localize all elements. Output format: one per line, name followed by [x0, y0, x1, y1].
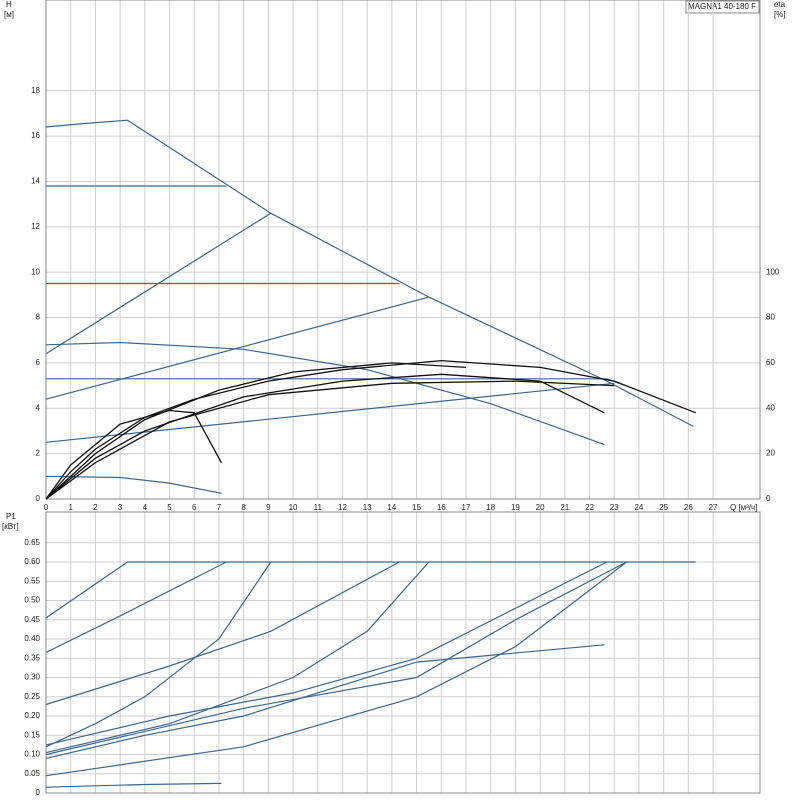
x-tick-label: 18: [486, 503, 495, 512]
y-tick-label: 0.30: [24, 673, 40, 682]
y-unit: [кВт]: [2, 522, 19, 531]
y-tick-label: 0.10: [24, 750, 40, 759]
x-tick-label: 23: [610, 503, 619, 512]
curve: [45, 409, 222, 500]
curve: [45, 561, 272, 748]
x-tick-label: 0: [44, 503, 49, 512]
x-tick-label: 8: [241, 503, 246, 512]
curve: [45, 644, 605, 759]
plot-frame: [45, 0, 761, 500]
x-tick-label: 21: [560, 503, 569, 512]
x-tick-label: 26: [684, 503, 693, 512]
curve: [45, 296, 430, 400]
chart-title: MAGNA1 40-180 F: [688, 2, 756, 11]
plot-frame: [45, 511, 761, 794]
y-tick-label: 10: [31, 267, 40, 276]
x-tick-label: 1: [68, 503, 73, 512]
curve: [45, 561, 627, 777]
curve: [45, 373, 605, 500]
x-tick-label: 11: [314, 503, 323, 512]
x-tick-label: 4: [143, 503, 148, 512]
y-tick-label: 2: [36, 449, 41, 458]
x-tick-label: 5: [167, 503, 172, 512]
y2-tick-label: 60: [766, 358, 775, 367]
curve: [45, 561, 696, 619]
y2-label: eta: [774, 0, 786, 9]
y-tick-label: 0: [36, 788, 41, 797]
y-tick-label: 12: [31, 222, 40, 231]
x-tick-label: 27: [709, 503, 718, 512]
y-tick-label: 16: [31, 131, 40, 140]
y2-tick-label: 40: [766, 403, 775, 412]
y-tick-label: 6: [36, 358, 41, 367]
curve: [45, 561, 608, 746]
curve: [45, 782, 222, 788]
x-tick-label: 3: [118, 503, 123, 512]
curve: [45, 119, 694, 427]
x-tick-label: 2: [93, 503, 98, 512]
curve: [45, 382, 615, 443]
x-tick-label: 14: [387, 503, 396, 512]
y2-tick-label: 100: [766, 267, 780, 276]
x-label: Q [м³/ч]: [730, 503, 757, 512]
curve: [45, 341, 605, 446]
y-tick-label: 0: [36, 494, 41, 503]
curve: [45, 359, 697, 500]
x-tick-label: 9: [266, 503, 271, 512]
y-tick-label: 0.55: [24, 576, 40, 585]
y-tick-label: 0.65: [24, 538, 40, 547]
y-tick-label: 0.20: [24, 711, 40, 720]
x-tick-label: 12: [338, 503, 347, 512]
curve: [45, 362, 467, 500]
curve: [45, 475, 222, 494]
curve: [45, 561, 227, 654]
x-tick-label: 19: [511, 503, 520, 512]
y2-tick-label: 80: [766, 313, 775, 322]
y2-tick-label: 0: [766, 494, 771, 503]
curve: [45, 561, 627, 756]
x-tick-label: 15: [412, 503, 421, 512]
y-tick-label: 0.50: [24, 596, 40, 605]
curve: [45, 561, 400, 706]
x-tick-label: 22: [585, 503, 594, 512]
curve: [45, 380, 615, 500]
x-tick-label: 13: [363, 503, 372, 512]
x-tick-label: 24: [634, 503, 643, 512]
y-label: P1: [6, 512, 16, 521]
y2-tick-label: 20: [766, 449, 775, 458]
x-tick-label: 17: [462, 503, 471, 512]
x-tick-label: 25: [659, 503, 668, 512]
x-tick-label: 10: [289, 503, 298, 512]
curve: [45, 561, 430, 754]
x-tick-label: 6: [192, 503, 197, 512]
curve: [45, 212, 272, 355]
x-tick-label: 16: [437, 503, 446, 512]
y-unit: [м]: [4, 10, 14, 19]
y-tick-label: 0.25: [24, 692, 40, 701]
y-tick-label: 0.45: [24, 615, 40, 624]
y-tick-label: 18: [31, 86, 40, 95]
y-tick-label: 0.60: [24, 557, 40, 566]
y2-unit: [%]: [774, 10, 786, 19]
x-tick-label: 20: [536, 503, 545, 512]
y-tick-label: 8: [36, 313, 41, 322]
x-tick-label: 7: [217, 503, 222, 512]
y-tick-label: 0.35: [24, 653, 40, 662]
title-box: [685, 0, 760, 14]
y-tick-label: 14: [31, 177, 40, 186]
y-label: H: [6, 0, 12, 9]
y-tick-label: 0.40: [24, 634, 40, 643]
y-tick-label: 0.15: [24, 730, 40, 739]
y-tick-label: 4: [36, 403, 41, 412]
y-tick-label: 0.05: [24, 769, 40, 778]
